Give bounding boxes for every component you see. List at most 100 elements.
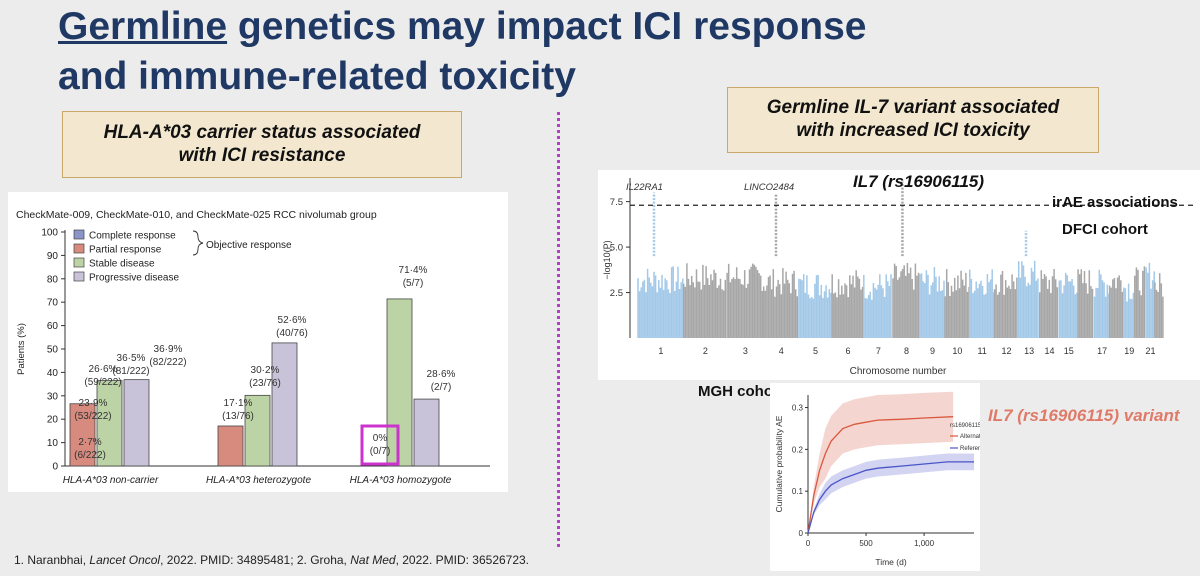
- footnote-part3: , 2022. PMID: 36526723.: [395, 553, 530, 567]
- y-tick-label: 60: [47, 321, 59, 332]
- mgh-cohort-label: MGH cohort: [698, 383, 784, 400]
- slide-title: Germline genetics may impact ICI respons…: [58, 2, 1188, 102]
- chromosome-label: 3: [743, 346, 748, 356]
- y-tick-label: 70: [47, 298, 59, 309]
- bar-stable-disease: [96, 380, 123, 467]
- manhattan-points-chr7: [863, 274, 892, 338]
- legend-brace: [192, 230, 204, 256]
- chromosome-label: 13: [1024, 346, 1034, 356]
- data-label-partial: (59/222): [84, 377, 121, 388]
- manhattan-plot-panel: 2.5 5.0 7.5 −log10(P) 1 2 3 4 5 6 7 8 9 10 11 12 13 14 15 1…: [598, 170, 1200, 380]
- data-label-stable: 36·5%: [117, 353, 146, 364]
- x-axis-label: Chromosome number: [850, 366, 947, 377]
- data-label-zero: (0/7): [370, 446, 391, 457]
- legend-label: Stable disease: [89, 259, 155, 270]
- chromosome-label: 7: [876, 346, 881, 356]
- ci-band-alternative: [808, 391, 954, 533]
- legend-swatch: [73, 257, 85, 268]
- footnote-journal2: Nat Med: [350, 553, 396, 567]
- x-category-label: HLA-A*03 non-carrier: [63, 475, 159, 486]
- data-label-extra: 23·9%: [79, 398, 108, 409]
- data-label-stable: 30·2%: [251, 365, 280, 376]
- manhattan-points-chr1: [637, 266, 684, 338]
- chromosome-label: 15: [1064, 346, 1074, 356]
- data-label-partial: 17·1%: [224, 398, 253, 409]
- y-tick-label: 10: [47, 438, 59, 449]
- footnote: 1. Naranbhai, Lancet Oncol, 2022. PMID: …: [14, 553, 529, 567]
- bar-progressive-disease: [413, 398, 440, 467]
- hla-bar-chart-panel: CheckMate-009, CheckMate-010, and CheckM…: [8, 192, 508, 492]
- legend-swatch: [73, 271, 85, 282]
- x-tick-label: 1,000: [914, 539, 935, 548]
- bar-stable-disease: [386, 298, 413, 467]
- chromosome-label: 6: [845, 346, 850, 356]
- title-line1-rest: genetics may impact ICI response: [227, 5, 867, 48]
- dfci-cohort-label: DFCI cohort: [1062, 221, 1148, 238]
- legend-label: Complete response: [89, 231, 176, 242]
- data-label-partial: 26·6%: [89, 364, 118, 375]
- gene-annotation: IL22RA1: [626, 182, 663, 193]
- vertical-divider: [557, 112, 560, 547]
- x-tick-label: 0: [806, 539, 811, 548]
- manhattan-points-chr11: [969, 269, 995, 338]
- manhattan-plot: 2.55.07.5−log10(P)1 2 3 4 5 6 7 8 9 10 11 12 13 14 15 1…: [602, 178, 1196, 377]
- y-tick-label: 90: [47, 251, 59, 262]
- data-label-stable: (5/7): [403, 278, 424, 289]
- chromosome-label: 21: [1146, 346, 1156, 356]
- ci-band-reference: [808, 453, 974, 533]
- manhattan-points-chr16: [1077, 269, 1094, 338]
- data-label-progressive: (82/222): [149, 357, 186, 368]
- y-tick-label: 80: [47, 274, 59, 285]
- manhattan-points-chr12: [993, 271, 1018, 338]
- title-underlined-word: Germline: [58, 5, 228, 48]
- legend-title: rs16906115: [950, 423, 980, 429]
- right-callout-line1: Germline IL-7 variant associated: [766, 97, 1060, 118]
- data-label-complete: (6/222): [74, 450, 106, 461]
- chromosome-label: 5: [813, 346, 818, 356]
- chromosome-label: 14: [1045, 346, 1055, 356]
- chromosome-label: 4: [779, 346, 784, 356]
- chromosome-label: 10: [952, 346, 962, 356]
- chromosome-label: 19: [1124, 346, 1134, 356]
- y-tick-label: 50: [47, 345, 59, 356]
- data-label-partial: (13/76): [222, 411, 254, 422]
- data-label-progressive: (2/7): [431, 382, 452, 393]
- curve-reference: [807, 461, 974, 534]
- manhattan-points-chr19: [1123, 283, 1135, 338]
- legend-group-label: Objective response: [206, 240, 292, 251]
- manhattan-points-chr20: [1134, 266, 1146, 338]
- data-label-progressive: (40/76): [276, 328, 308, 339]
- legend-label: Reference: [960, 446, 980, 452]
- legend-swatch: [73, 243, 85, 254]
- y-axis-label: −log10(P): [602, 240, 612, 279]
- manhattan-points-chr15: [1058, 272, 1078, 338]
- manhattan-points-chr4: [762, 268, 799, 338]
- manhattan-points-chr21: [1145, 262, 1155, 338]
- cumulative-incidence-plot: 0 0.1 0.2 0.3 0 500 1,000 Time (d) Cumulative pr…: [774, 391, 989, 567]
- data-label-zero: 0%: [373, 433, 388, 444]
- bar-partial-response: [217, 425, 244, 467]
- legend-label: Partial response: [89, 245, 162, 256]
- data-label-progressive: 36·9%: [154, 344, 183, 355]
- manhattan-points-chr9: [919, 267, 945, 338]
- cumulative-incidence-panel: 0 0.1 0.2 0.3 0 500 1,000 Time (d) Cumulative pr…: [770, 383, 989, 571]
- left-callout-line2: with ICI resistance: [178, 145, 346, 166]
- legend-label: Progressive disease: [89, 273, 179, 284]
- manhattan-points-chr3: [726, 263, 764, 338]
- data-label-progressive: 28·6%: [427, 369, 456, 380]
- y-axis-label: Patients (%): [16, 323, 27, 375]
- y-tick-label: 2.5: [610, 288, 623, 299]
- data-label-complete: 2·7%: [78, 437, 101, 448]
- legend-label: Alternative: [960, 434, 980, 440]
- manhattan-points-chr13: [1017, 260, 1039, 338]
- curve-alternative: [807, 416, 954, 534]
- data-label-extra: (53/222): [74, 411, 111, 422]
- gene-annotation: LINCO2484: [744, 182, 794, 193]
- manhattan-points-chr18: [1108, 275, 1124, 338]
- manhattan-points-chr17: [1093, 269, 1110, 338]
- y-tick-label: 40: [47, 368, 59, 379]
- y-tick-label: 100: [41, 228, 58, 239]
- y-tick-label: 0: [52, 462, 58, 473]
- bar-chart-title: CheckMate-009, CheckMate-010, and CheckM…: [16, 209, 377, 221]
- y-tick-label: 30: [47, 391, 59, 402]
